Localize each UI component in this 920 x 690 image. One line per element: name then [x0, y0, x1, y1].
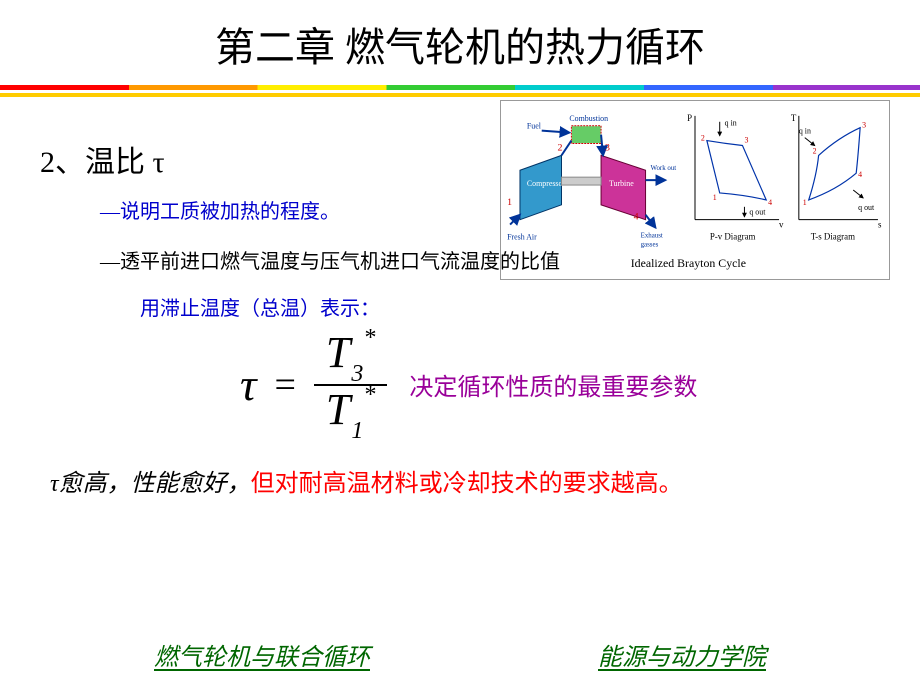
section-heading: 2、温比 τ [40, 137, 880, 181]
tau-symbol: τ [240, 358, 256, 411]
stagnation-note: 用滞止温度（总温）表示： [140, 292, 880, 321]
footer: 燃气轮机与联合循环 能源与动力学院 [0, 637, 920, 672]
tau-formula: τ = T3* T1* [240, 329, 387, 441]
desc-line-2: —透平前进口燃气温度与压气机进口气流温度的比值 [100, 242, 880, 282]
footer-left: 燃气轮机与联合循环 [154, 637, 370, 672]
numerator: T3* [314, 329, 387, 384]
conclusion-red: 但对耐高温材料或冷却技术的要求越高。 [251, 471, 683, 497]
desc-line-1: —说明工质被加热的程度。 [100, 195, 880, 224]
denominator: T1* [314, 386, 387, 441]
footer-right: 能源与动力学院 [598, 637, 766, 672]
equals-sign: = [274, 363, 295, 407]
key-param-note: 决定循环性质的最重要参数 [409, 367, 697, 402]
rainbow-divider [0, 85, 920, 90]
formula-row: τ = T3* T1* 决定循环性质的最重要参数 [240, 329, 880, 441]
chapter-title: 第二章 燃气轮机的热力循环 [0, 0, 920, 85]
conclusion-black: τ愈高，性能愈好， [50, 471, 251, 497]
conclusion-line: τ愈高，性能愈好，但对耐高温材料或冷却技术的要求越高。 [50, 463, 880, 498]
fraction: T3* T1* [314, 329, 387, 441]
